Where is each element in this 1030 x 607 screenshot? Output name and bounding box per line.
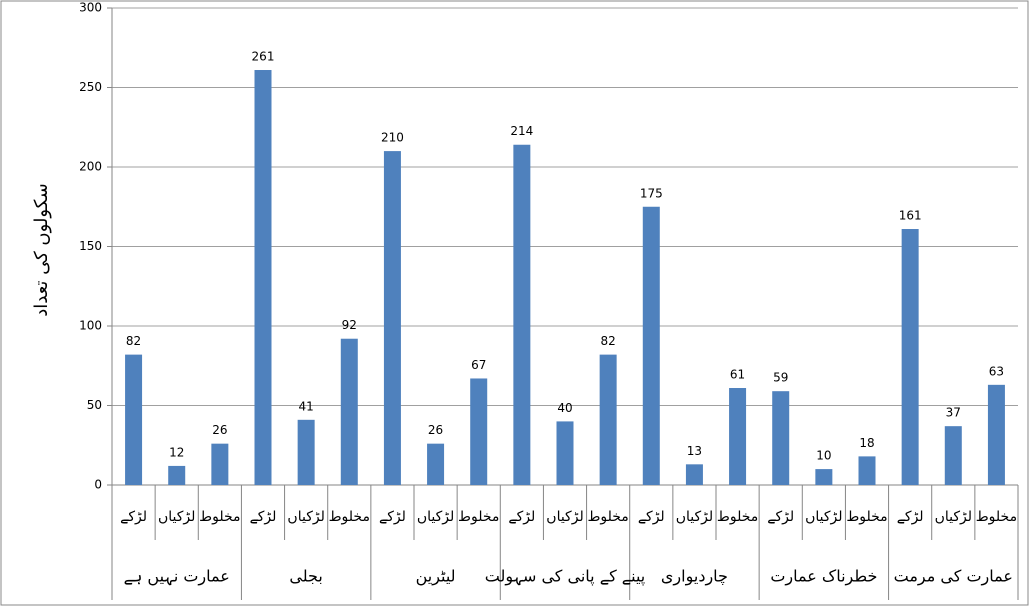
data-label: 26 <box>212 423 227 437</box>
bar <box>729 388 747 485</box>
x-tick-label: لڑکیاں <box>417 509 454 525</box>
data-label: 61 <box>730 368 745 382</box>
x-tick-label: لڑکیاں <box>158 509 195 525</box>
bar <box>642 206 660 485</box>
y-tick-label: 250 <box>79 80 102 94</box>
data-label: 175 <box>640 186 663 200</box>
data-label: 26 <box>428 423 443 437</box>
x-tick-label: مخلوط <box>329 509 370 525</box>
x-tick-label: لڑکے <box>897 509 924 525</box>
y-tick-label: 0 <box>94 478 102 492</box>
bar <box>211 443 229 485</box>
data-label: 10 <box>816 449 831 463</box>
bar <box>254 70 272 485</box>
x-tick-label: لڑکے <box>767 509 794 525</box>
y-tick-label: 300 <box>79 1 102 15</box>
x-tick-label: لڑکے <box>638 509 665 525</box>
y-tick-label: 200 <box>79 160 102 174</box>
x-tick-label: لڑکیاں <box>805 509 842 525</box>
data-label: 161 <box>899 209 922 223</box>
bar <box>772 391 790 485</box>
data-label: 40 <box>557 401 572 415</box>
bar <box>987 384 1005 485</box>
data-label: 92 <box>342 318 357 332</box>
y-tick-label: 150 <box>79 239 102 253</box>
bar <box>125 354 143 485</box>
bar <box>858 456 876 485</box>
data-label: 63 <box>989 364 1004 378</box>
data-label: 82 <box>126 334 141 348</box>
x-tick-label: لڑکیاں <box>546 509 583 525</box>
data-label: 214 <box>510 124 533 138</box>
bar <box>944 426 962 485</box>
group-label: پینے کے پانی کی سہولت <box>485 567 646 587</box>
x-tick-label: لڑکے <box>508 509 535 525</box>
group-label: چاردیواری <box>661 567 728 587</box>
bar <box>168 465 186 485</box>
x-tick-label: مخلوط <box>976 509 1017 525</box>
x-tick-label: مخلوط <box>587 509 628 525</box>
x-tick-label: مخلوط <box>199 509 240 525</box>
bar <box>470 378 488 485</box>
data-label: 261 <box>252 50 275 64</box>
data-label: 59 <box>773 371 788 385</box>
data-label: 67 <box>471 358 486 372</box>
x-tick-label: لڑکیاں <box>935 509 972 525</box>
data-label: 13 <box>687 444 702 458</box>
bar <box>513 144 531 486</box>
bar <box>297 419 315 485</box>
data-label: 12 <box>169 445 184 459</box>
x-tick-label: لڑکے <box>120 509 147 525</box>
x-tick-label: لڑکیاں <box>676 509 713 525</box>
group-label: لیٹرین <box>416 567 456 587</box>
data-label: 41 <box>299 399 314 413</box>
bar <box>427 443 445 485</box>
x-tick-label: مخلوط <box>717 509 758 525</box>
bar <box>685 464 703 485</box>
bar <box>901 229 919 485</box>
y-tick-label: 100 <box>79 319 102 333</box>
x-tick-label: مخلوط <box>846 509 887 525</box>
x-tick-label: لڑکیاں <box>287 509 324 525</box>
group-label: عمارت نہیں ہے <box>124 567 230 587</box>
data-label: 37 <box>946 406 961 420</box>
x-tick-label: مخلوط <box>458 509 499 525</box>
x-tick-label: لڑکے <box>250 509 277 525</box>
group-label: عمارت کی مرمت <box>894 567 1013 587</box>
x-tick-label: لڑکے <box>379 509 406 525</box>
y-tick-label: 50 <box>87 398 102 412</box>
bar <box>599 354 617 485</box>
data-label: 210 <box>381 131 404 145</box>
group-label: خطرناک عمارت <box>770 567 877 587</box>
group-label: بجلی <box>289 567 322 586</box>
bar <box>340 338 358 485</box>
bar <box>556 421 574 485</box>
data-label: 82 <box>601 334 616 348</box>
bar <box>383 151 401 485</box>
data-label: 18 <box>859 436 874 450</box>
bar <box>815 469 833 485</box>
y-axis-label: سکولوں کی تعداد <box>31 183 52 317</box>
